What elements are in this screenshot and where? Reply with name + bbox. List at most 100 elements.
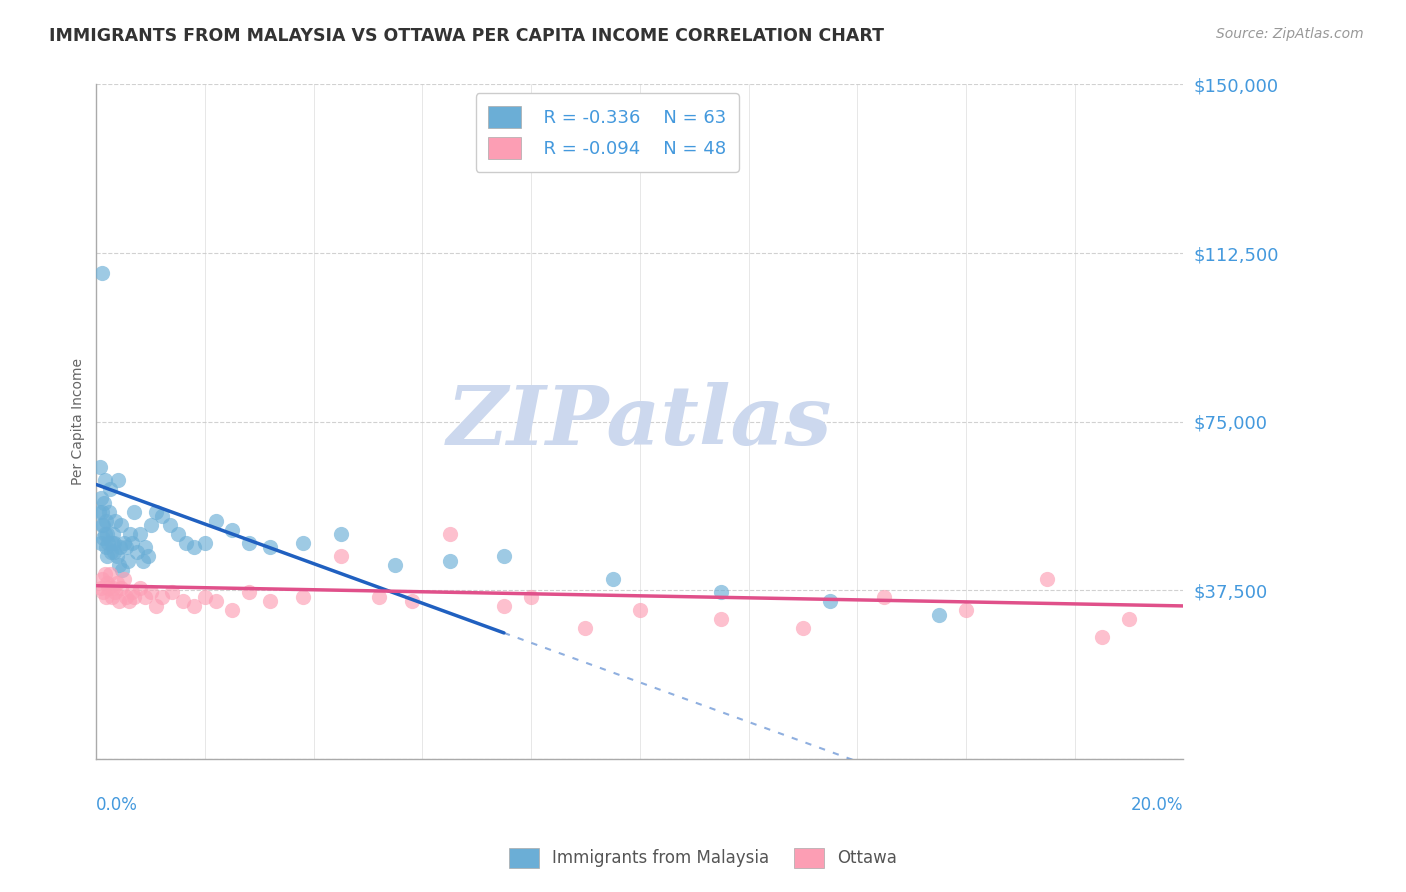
Point	[818, 594, 841, 608]
Legend:   R = -0.336    N = 63,   R = -0.094    N = 48: R = -0.336 N = 63, R = -0.094 N = 48	[475, 94, 738, 172]
Point	[628, 603, 651, 617]
Point	[94, 590, 117, 604]
Point	[96, 527, 118, 541]
Point	[93, 518, 115, 533]
Point	[492, 549, 515, 564]
Point	[100, 545, 122, 559]
Point	[150, 590, 173, 604]
Point	[115, 541, 138, 555]
Point	[96, 576, 118, 591]
Point	[329, 549, 352, 564]
Point	[134, 541, 156, 555]
Point	[112, 536, 135, 550]
Point	[873, 590, 896, 604]
Point	[90, 491, 112, 505]
Point	[98, 567, 121, 582]
Point	[710, 612, 733, 626]
Point	[103, 536, 125, 550]
Point	[90, 518, 112, 533]
Point	[145, 599, 167, 613]
Point	[439, 554, 461, 568]
Point	[91, 585, 114, 599]
Point	[134, 590, 156, 604]
Point	[97, 581, 120, 595]
Point	[105, 549, 128, 564]
Text: 20.0%: 20.0%	[1130, 796, 1184, 814]
Point	[329, 527, 352, 541]
Point	[121, 536, 143, 550]
Point	[90, 536, 112, 550]
Point	[1118, 612, 1140, 626]
Legend: Immigrants from Malaysia, Ottawa: Immigrants from Malaysia, Ottawa	[502, 841, 904, 875]
Point	[121, 585, 143, 599]
Point	[111, 563, 134, 577]
Point	[136, 549, 159, 564]
Point	[90, 504, 112, 518]
Y-axis label: Per Capita Income: Per Capita Income	[72, 358, 86, 485]
Point	[103, 545, 125, 559]
Point	[792, 621, 814, 635]
Point	[118, 594, 141, 608]
Point	[259, 541, 281, 555]
Point	[368, 590, 391, 604]
Point	[167, 527, 190, 541]
Point	[93, 495, 115, 509]
Point	[139, 585, 162, 599]
Point	[710, 585, 733, 599]
Point	[162, 585, 184, 599]
Point	[520, 590, 543, 604]
Point	[174, 536, 197, 550]
Point	[139, 518, 162, 533]
Point	[128, 527, 150, 541]
Point	[90, 581, 112, 595]
Point	[90, 572, 112, 586]
Point	[104, 514, 127, 528]
Point	[401, 594, 423, 608]
Text: Source: ZipAtlas.com: Source: ZipAtlas.com	[1216, 27, 1364, 41]
Point	[100, 536, 122, 550]
Point	[127, 545, 149, 559]
Point	[94, 514, 117, 528]
Point	[238, 585, 260, 599]
Point	[124, 590, 146, 604]
Point	[145, 504, 167, 518]
Point	[97, 536, 120, 550]
Point	[128, 581, 150, 595]
Point	[159, 518, 181, 533]
Point	[89, 459, 111, 474]
Point	[439, 527, 461, 541]
Point	[105, 576, 128, 591]
Point	[574, 621, 596, 635]
Point	[928, 607, 950, 622]
Point	[205, 594, 228, 608]
Point	[97, 504, 120, 518]
Point	[94, 473, 117, 487]
Point	[101, 527, 124, 541]
Point	[221, 523, 243, 537]
Point	[221, 603, 243, 617]
Point	[205, 514, 228, 528]
Point	[492, 599, 515, 613]
Point	[108, 558, 131, 573]
Point	[183, 599, 205, 613]
Text: IMMIGRANTS FROM MALAYSIA VS OTTAWA PER CAPITA INCOME CORRELATION CHART: IMMIGRANTS FROM MALAYSIA VS OTTAWA PER C…	[49, 27, 884, 45]
Point	[98, 482, 121, 496]
Point	[93, 567, 115, 582]
Point	[238, 536, 260, 550]
Point	[87, 504, 110, 518]
Point	[118, 527, 141, 541]
Point	[108, 594, 131, 608]
Point	[384, 558, 406, 573]
Point	[183, 541, 205, 555]
Point	[124, 504, 146, 518]
Point	[291, 590, 314, 604]
Point	[602, 572, 624, 586]
Point	[104, 585, 127, 599]
Point	[112, 572, 135, 586]
Point	[291, 536, 314, 550]
Point	[110, 581, 132, 595]
Point	[259, 594, 281, 608]
Point	[150, 508, 173, 523]
Point	[91, 532, 114, 546]
Point	[194, 590, 217, 604]
